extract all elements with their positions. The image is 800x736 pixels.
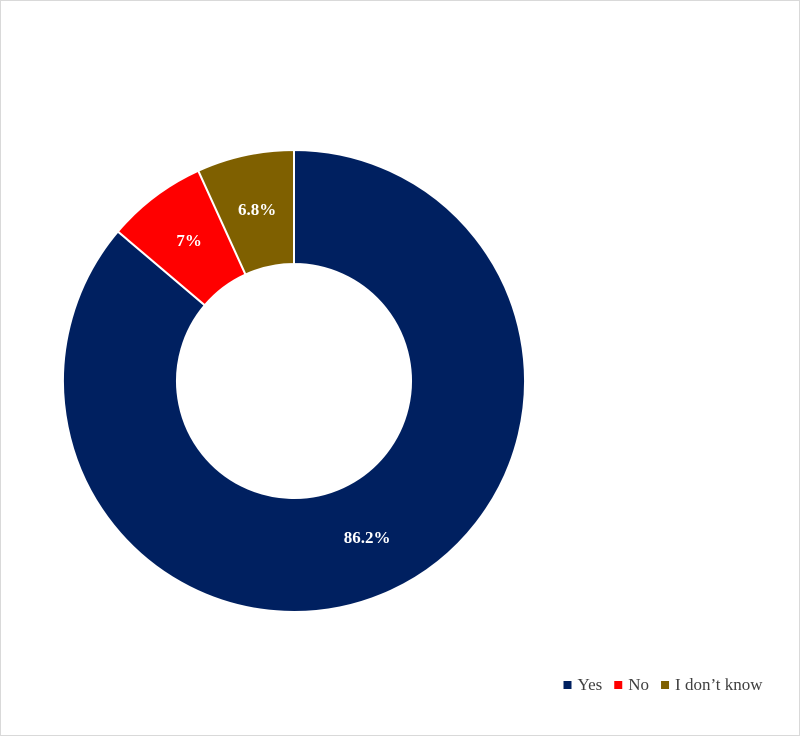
legend-label: No [628, 675, 649, 694]
donut-slice [62, 148, 526, 613]
data-label: 86.2% [344, 528, 391, 547]
legend-swatch [614, 681, 623, 689]
donut-slice [196, 148, 295, 276]
data-label: 7% [176, 231, 202, 250]
data-label: 6.8% [238, 200, 276, 219]
legend-swatch [563, 681, 572, 689]
legend-label: I don’t know [675, 675, 763, 694]
legend-label: Yes [578, 675, 603, 694]
legend-swatch [661, 681, 670, 689]
